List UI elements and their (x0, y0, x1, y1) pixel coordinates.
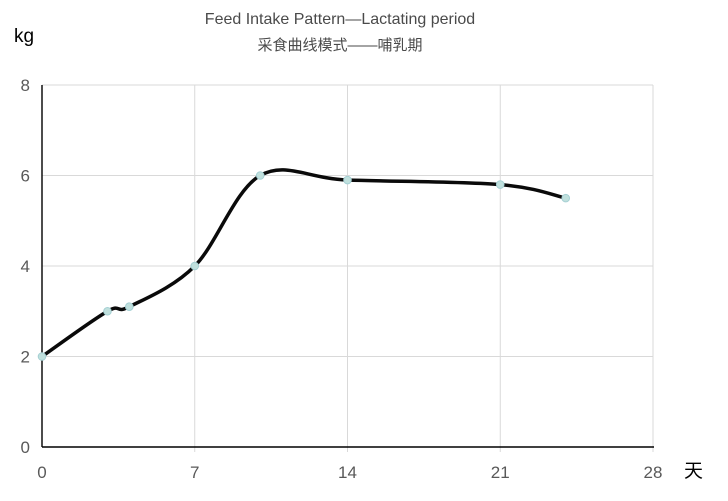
y-tick-label: 8 (21, 76, 30, 95)
y-tick-label: 6 (21, 167, 30, 186)
feed-intake-line (40, 168, 568, 359)
y-tick-label: 0 (21, 438, 30, 457)
y-tick-label: 2 (21, 348, 30, 367)
y-tick-label: 4 (21, 257, 30, 276)
data-point-marker (103, 306, 112, 316)
data-point-marker (255, 171, 265, 180)
data-point-marker (190, 261, 200, 271)
data-point-marker (37, 352, 47, 361)
x-tick-label: 21 (491, 463, 510, 482)
x-tick-label: 14 (338, 463, 357, 482)
data-point-marker (124, 302, 134, 312)
data-point-marker (495, 180, 505, 189)
y-axis-unit-label: kg (14, 26, 35, 47)
x-tick-label: 7 (190, 463, 199, 482)
data-point-marker (343, 175, 352, 185)
chart-title: Feed Intake Pattern—Lactating period (204, 11, 476, 28)
x-tick-label: 28 (644, 463, 663, 482)
data-point-marker (561, 193, 571, 203)
x-axis-unit-label: 天 (684, 461, 704, 482)
x-tick-label: 0 (37, 463, 46, 482)
chart-subtitle: 采食曲线模式——哺乳期 (257, 37, 423, 54)
